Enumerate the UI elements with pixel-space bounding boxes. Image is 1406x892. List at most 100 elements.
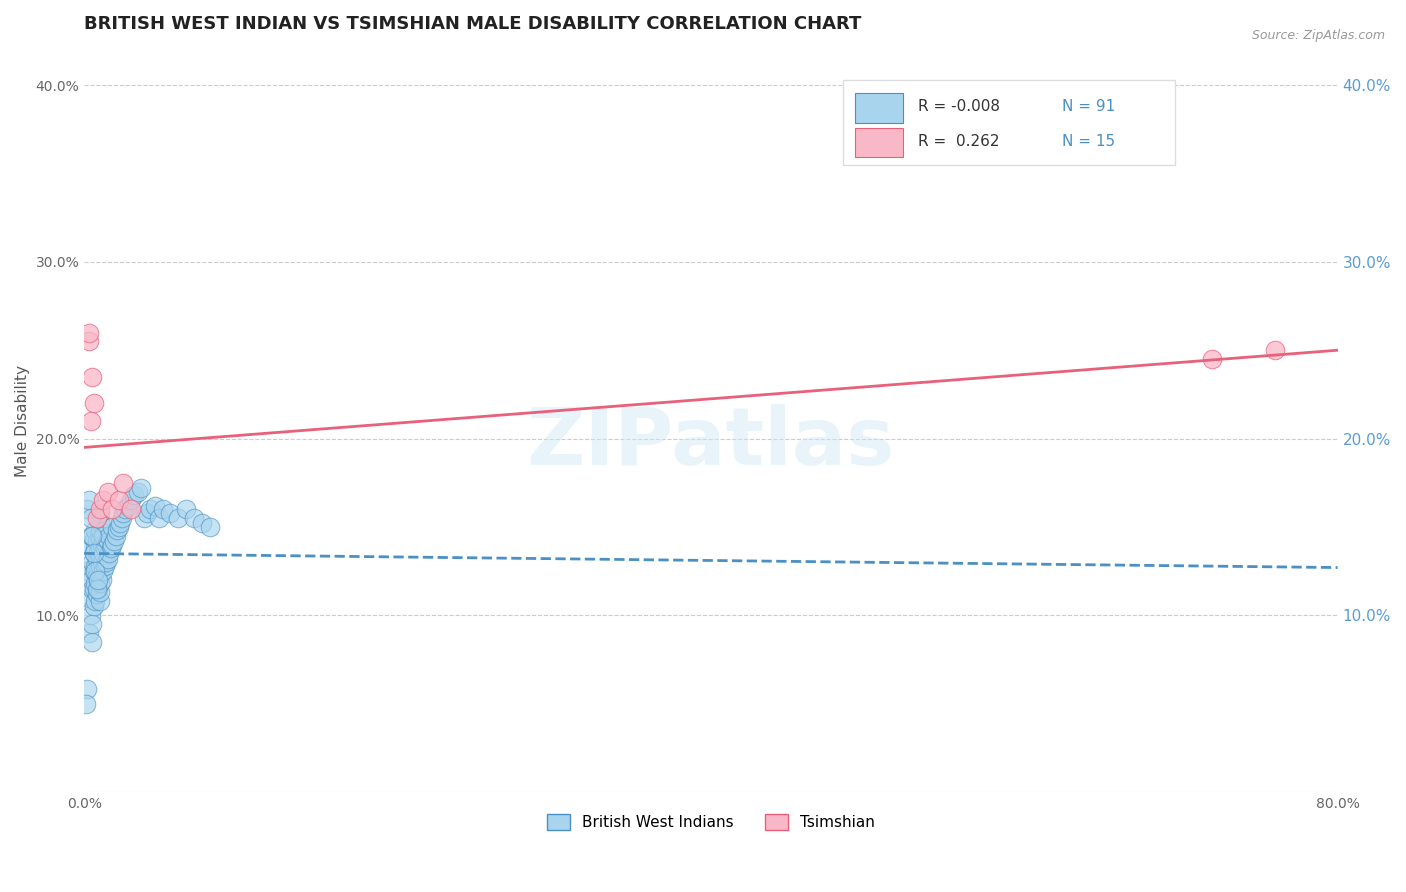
Point [167,511,190,525]
Point [79,608,101,623]
Point [86,534,108,549]
Point [79,529,101,543]
Point [86,511,108,525]
Point [89,502,111,516]
Point [120,502,142,516]
Point [83,582,105,596]
Point [83,546,105,560]
Point [89,576,111,591]
Point [76,564,98,578]
Point [100,541,122,555]
Point [1264,343,1286,358]
Point [82,555,104,569]
Point [91,564,114,578]
Point [93,558,115,573]
FancyBboxPatch shape [855,128,903,158]
Point [84,524,107,538]
Point [77,493,100,508]
Text: BRITISH WEST INDIAN VS TSIMSHIAN MALE DISABILITY CORRELATION CHART: BRITISH WEST INDIAN VS TSIMSHIAN MALE DI… [84,15,862,33]
Point [143,499,166,513]
Point [77,591,100,605]
Point [152,502,174,516]
Point [82,617,104,632]
Point [82,634,104,648]
Point [112,475,135,490]
Point [75,697,97,711]
Point [89,533,111,547]
Point [97,551,120,566]
Point [87,564,110,578]
Point [86,587,108,601]
Point [111,511,134,525]
Point [114,502,136,516]
Text: N = 91: N = 91 [1062,99,1115,114]
Point [89,585,111,599]
Point [83,546,105,560]
Point [105,524,128,538]
Point [84,541,107,555]
Point [86,551,108,566]
Point [198,520,221,534]
Point [82,582,104,596]
Text: R =  0.262: R = 0.262 [918,134,1000,149]
Point [98,529,121,543]
Point [139,502,162,516]
Point [77,626,100,640]
FancyBboxPatch shape [842,79,1174,165]
Point [82,369,104,384]
Point [89,594,111,608]
Y-axis label: Male Disability: Male Disability [15,365,30,477]
Point [83,599,105,614]
Point [98,546,121,560]
Point [83,564,105,578]
FancyBboxPatch shape [855,93,903,122]
Point [90,573,112,587]
Point [89,549,111,564]
Point [101,538,124,552]
Point [77,334,100,349]
Point [89,524,111,538]
Point [84,594,107,608]
Point [183,511,205,525]
Point [89,567,111,582]
Point [82,529,104,543]
Point [110,516,132,531]
Point [77,538,100,552]
Point [86,582,108,596]
Point [84,558,107,573]
Point [87,544,110,558]
Point [91,529,114,543]
Point [79,414,101,428]
Point [89,506,111,520]
Point [90,555,112,569]
Point [159,506,181,520]
Point [124,488,146,502]
Point [87,582,110,596]
Point [107,520,129,534]
Text: ZIPatlas: ZIPatlas [527,404,896,483]
Point [120,493,142,508]
Point [101,502,124,516]
Point [191,516,214,531]
Point [87,573,110,587]
Point [91,546,114,560]
Point [148,511,170,525]
Point [76,682,98,697]
Point [79,573,101,587]
Point [89,541,111,555]
Point [91,493,114,508]
Point [112,506,135,520]
Point [93,541,115,555]
Point [97,534,120,549]
Point [90,538,112,552]
Point [97,484,120,499]
Point [132,511,155,525]
Text: R = -0.008: R = -0.008 [918,99,1000,114]
Point [89,558,111,573]
Point [89,515,111,529]
Point [79,511,101,525]
Point [103,534,125,549]
Point [101,520,124,534]
Point [83,533,105,547]
Point [84,576,107,591]
